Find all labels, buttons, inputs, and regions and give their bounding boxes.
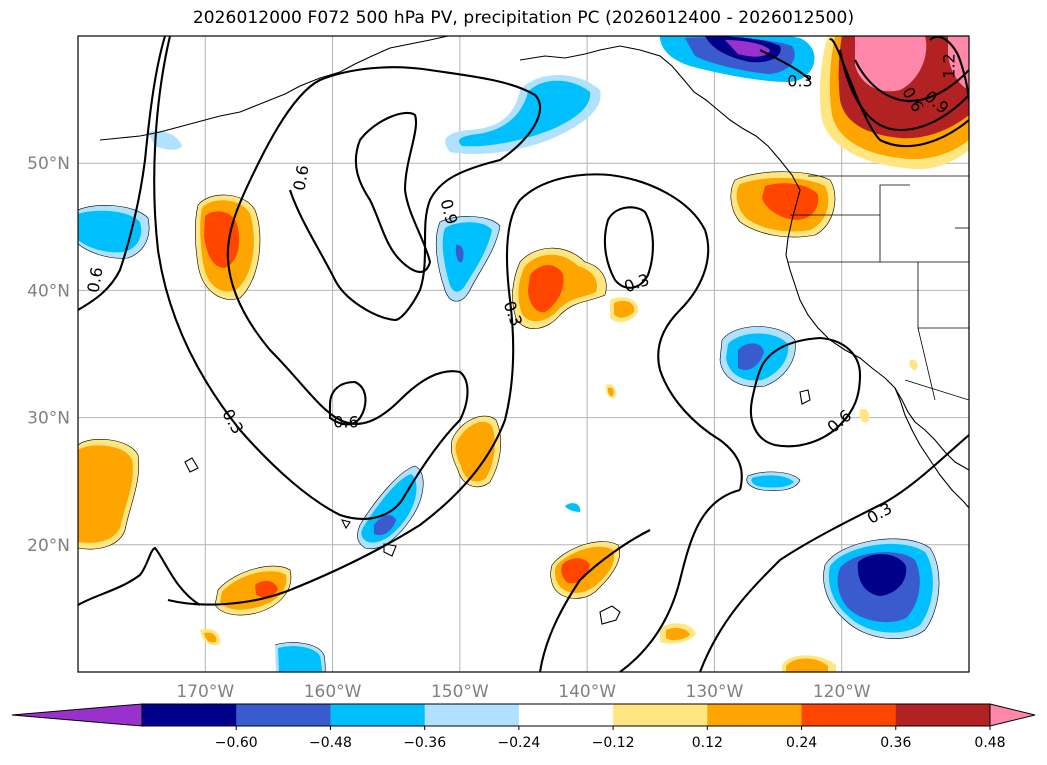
- precip-blob-sw-orange2: [215, 566, 291, 616]
- lat-tick-label: 30°N: [27, 409, 70, 429]
- lon-tick-label: 120°W: [813, 682, 871, 702]
- colorbar-box: [424, 704, 520, 726]
- precip-blob-center-blue: [436, 216, 500, 302]
- lon-tick-label: 130°W: [686, 682, 744, 702]
- colorbar-box: [142, 704, 237, 726]
- borders: [788, 175, 969, 401]
- latitude-labels: 50°N 40°N 30°N 20°N: [27, 154, 70, 556]
- lon-tick-label: 170°W: [176, 682, 234, 702]
- colorbar-box: [707, 704, 803, 726]
- chart-title: 2026012000 F072 500 hPa PV, precipitatio…: [192, 8, 855, 28]
- lat-tick-label: 40°N: [27, 281, 70, 301]
- colorbar-box: [518, 704, 614, 726]
- precip-blob-center-orange: [512, 248, 639, 329]
- colorbar-label: −0.12: [592, 735, 635, 751]
- contour-label: 0.6: [333, 413, 358, 432]
- colorbar: −0.60 −0.48 −0.36 −0.24 −0.12 0.12 0.24 0.36 0.4…: [11, 703, 1036, 751]
- colorbar-label: 0.48: [974, 735, 1005, 751]
- precip-blob-bottom-orange: [782, 655, 836, 672]
- lon-tick-label: 140°W: [558, 682, 616, 702]
- precip-blob-small: [200, 359, 918, 646]
- colorbar-box: [801, 704, 897, 726]
- precip-blob-pacnw: [730, 171, 835, 238]
- precip-blob-se-blue: [823, 538, 940, 639]
- colorbar-label: −0.36: [403, 735, 446, 751]
- colorbar-label: −0.24: [497, 735, 540, 751]
- precip-blob-west-blue: [78, 205, 150, 259]
- lon-tick-label: 150°W: [431, 682, 489, 702]
- colorbar-box: [330, 704, 426, 726]
- colorbar-extend-min: [11, 703, 143, 727]
- lat-tick-label: 50°N: [27, 154, 70, 174]
- colorbar-frame: [141, 703, 991, 727]
- colorbar-extend-max: [989, 703, 1036, 727]
- contour-label: 0.3: [787, 72, 812, 91]
- colorbar-label: 0.12: [692, 735, 723, 751]
- gridlines: [78, 36, 969, 672]
- precip-blob-nw-coast-blue: [660, 36, 815, 82]
- colorbar-box: [613, 704, 708, 726]
- colorbar-label: −0.48: [309, 735, 352, 751]
- colorbar-label: 0.36: [880, 735, 911, 751]
- pv-contours: [78, 36, 969, 672]
- colorbar-label: 0.24: [786, 735, 817, 751]
- contour-label: 0.6: [83, 266, 106, 294]
- map-frame: [77, 35, 970, 673]
- precip-outlines: [78, 171, 940, 672]
- contour-label: 0.6: [289, 164, 312, 192]
- precip-blob-sw-orange: [78, 439, 139, 550]
- longitude-labels: 170°W 160°W 150°W 140°W 130°W 120°W: [176, 682, 870, 702]
- lon-tick-label: 160°W: [304, 682, 362, 702]
- precip-blob-s-blue: [275, 642, 326, 672]
- lat-tick-label: 20°N: [27, 536, 70, 556]
- colorbar-box: [236, 704, 331, 726]
- precip-blob-ca-blue: [720, 326, 796, 387]
- precip-blob-mid-blue: [357, 466, 424, 549]
- colorbar-label: −0.60: [215, 735, 258, 751]
- precip-blob-ne-pink: [820, 36, 969, 170]
- precip-blob-mid-orange: [451, 416, 501, 487]
- precip-blob-gulf-alaska-blue: [445, 74, 601, 155]
- contour-label: 1.2: [940, 53, 959, 78]
- colorbar-box: [895, 704, 991, 726]
